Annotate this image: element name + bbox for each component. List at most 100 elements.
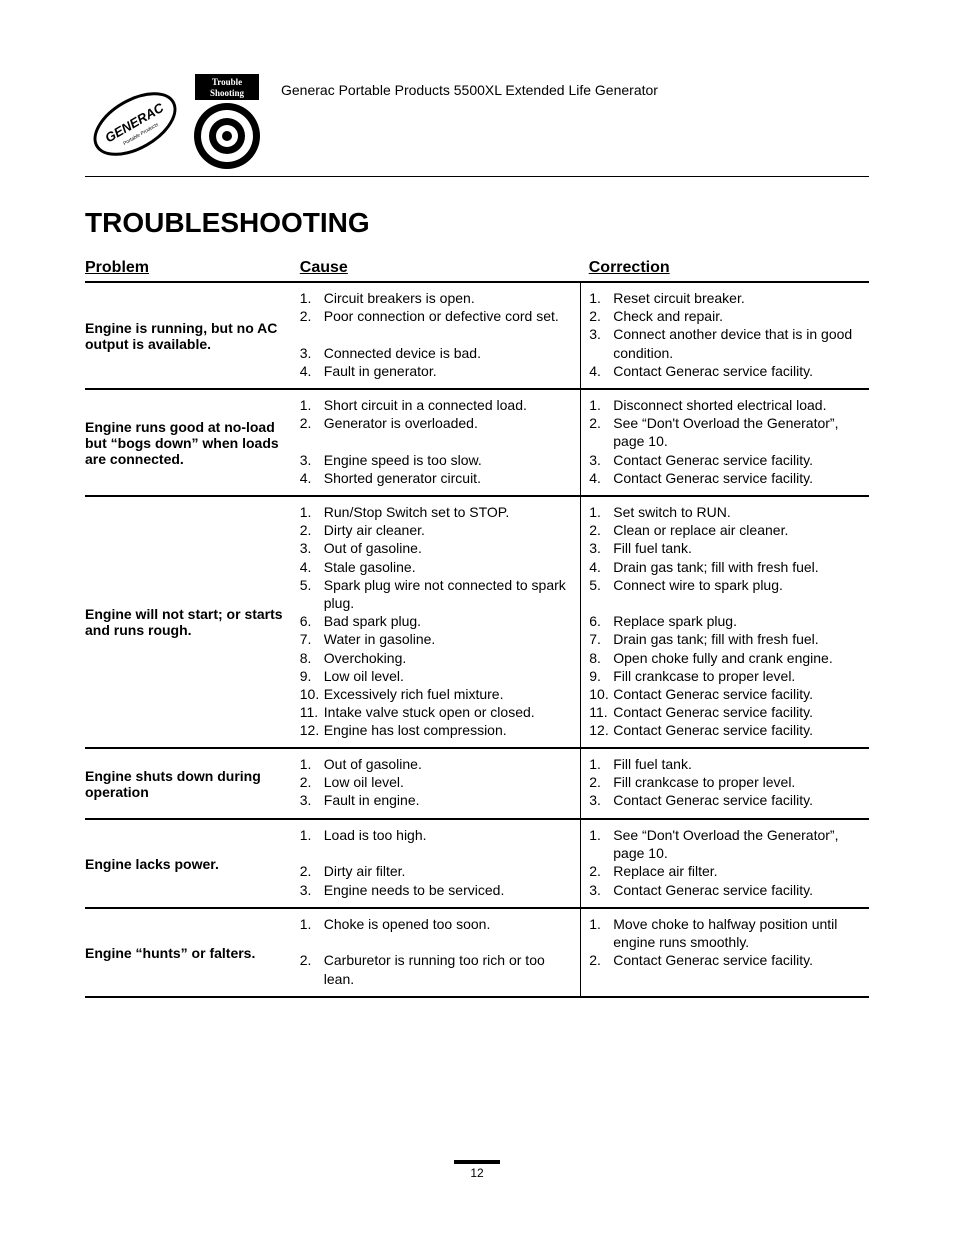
list-item: 6.Replace spark plug. bbox=[589, 612, 859, 630]
problem-cell: Engine shuts down during operation bbox=[85, 748, 300, 819]
list-item: 2.Fill crankcase to proper level. bbox=[589, 773, 859, 791]
logo-group: GENERAC Portable Products Trouble Shooti… bbox=[85, 74, 261, 174]
spacer bbox=[589, 594, 859, 612]
list-item: 9.Low oil level. bbox=[300, 667, 570, 685]
list-item: 3.Out of gasoline. bbox=[300, 539, 570, 557]
list-item: 1.Circuit breakers is open. bbox=[300, 289, 570, 307]
table-row: Engine is running, but no AC output is a… bbox=[85, 282, 869, 389]
list-item: 3.Contact Generac service facility. bbox=[589, 451, 859, 469]
list-item: 1.See “Don't Overload the Generator”, pa… bbox=[589, 826, 859, 862]
list-item: 10.Contact Generac service facility. bbox=[589, 685, 859, 703]
table-row: Engine “hunts” or falters.1.Choke is ope… bbox=[85, 908, 869, 997]
troubleshooting-table: Problem Cause Correction Engine is runni… bbox=[85, 257, 869, 998]
list-item: 4.Contact Generac service facility. bbox=[589, 469, 859, 487]
problem-cell: Engine lacks power. bbox=[85, 819, 300, 908]
list-item: 10.Excessively rich fuel mixture. bbox=[300, 685, 570, 703]
list-item: 6.Bad spark plug. bbox=[300, 612, 570, 630]
page-number-text: 12 bbox=[470, 1166, 483, 1180]
list-item: 3.Fault in engine. bbox=[300, 791, 570, 809]
table-row: Engine shuts down during operation1.Out … bbox=[85, 748, 869, 819]
list-item: 3.Contact Generac service facility. bbox=[589, 881, 859, 899]
page-number: 12 bbox=[0, 1160, 954, 1180]
list-item: 11.Contact Generac service facility. bbox=[589, 703, 859, 721]
list-item: 2.Carburetor is running too rich or too … bbox=[300, 951, 570, 987]
problem-text: Engine lacks power. bbox=[85, 826, 290, 901]
list-item: 2.Low oil level. bbox=[300, 773, 570, 791]
spacer bbox=[300, 325, 570, 343]
list-item: 3.Connected device is bad. bbox=[300, 344, 570, 362]
column-header-problem: Problem bbox=[85, 257, 300, 282]
list-item: 3.Engine speed is too slow. bbox=[300, 451, 570, 469]
column-header-correction: Correction bbox=[581, 257, 869, 282]
table-row: Engine runs good at no-load but “bogs do… bbox=[85, 389, 869, 496]
generac-logo: GENERAC Portable Products bbox=[85, 74, 185, 174]
list-item: 12.Contact Generac service facility. bbox=[589, 721, 859, 739]
list-item: 2.Generator is overloaded. bbox=[300, 414, 570, 432]
problem-text: Engine will not start; or starts and run… bbox=[85, 503, 290, 741]
correction-cell: 1.See “Don't Overload the Generator”, pa… bbox=[581, 819, 869, 908]
list-item: 2.Replace air filter. bbox=[589, 862, 859, 880]
list-item: 4.Drain gas tank; fill with fresh fuel. bbox=[589, 558, 859, 576]
list-item: 2.Contact Generac service facility. bbox=[589, 951, 859, 969]
section-title: TROUBLESHOOTING bbox=[85, 207, 869, 239]
table-row: Engine lacks power.1.Load is too high. 2… bbox=[85, 819, 869, 908]
cause-cell: 1.Choke is opened too soon. 2.Carburetor… bbox=[300, 908, 581, 997]
list-item: 1.Choke is opened too soon. bbox=[300, 915, 570, 933]
list-item: 4.Fault in generator. bbox=[300, 362, 570, 380]
cause-cell: 1.Circuit breakers is open.2.Poor connec… bbox=[300, 282, 581, 389]
problem-cell: Engine is running, but no AC output is a… bbox=[85, 282, 300, 389]
spacer bbox=[300, 432, 570, 450]
list-item: 1.Reset circuit breaker. bbox=[589, 289, 859, 307]
table-row: Engine will not start; or starts and run… bbox=[85, 496, 869, 748]
list-item: 12.Engine has lost compression. bbox=[300, 721, 570, 739]
spacer bbox=[300, 844, 570, 862]
list-item: 8.Overchoking. bbox=[300, 649, 570, 667]
correction-cell: 1.Set switch to RUN.2.Clean or replace a… bbox=[581, 496, 869, 748]
correction-cell: 1.Fill fuel tank.2.Fill crankcase to pro… bbox=[581, 748, 869, 819]
problem-text: Engine “hunts” or falters. bbox=[85, 915, 290, 990]
list-item: 3.Fill fuel tank. bbox=[589, 539, 859, 557]
list-item: 1.Disconnect shorted electrical load. bbox=[589, 396, 859, 414]
list-item: 7.Water in gasoline. bbox=[300, 630, 570, 648]
list-item: 3.Connect another device that is in good… bbox=[589, 325, 859, 361]
page: GENERAC Portable Products Trouble Shooti… bbox=[0, 0, 954, 1235]
list-item: 1.Run/Stop Switch set to STOP. bbox=[300, 503, 570, 521]
list-item: 3.Engine needs to be serviced. bbox=[300, 881, 570, 899]
list-item: 1.Load is too high. bbox=[300, 826, 570, 844]
list-item: 8.Open choke fully and crank engine. bbox=[589, 649, 859, 667]
list-item: 9.Fill crankcase to proper level. bbox=[589, 667, 859, 685]
list-item: 5.Spark plug wire not connected to spark… bbox=[300, 576, 570, 612]
cause-cell: 1.Load is too high. 2.Dirty air filter.3… bbox=[300, 819, 581, 908]
troubleshooting-badge: Trouble Shooting bbox=[193, 74, 261, 174]
list-item: 5.Connect wire to spark plug. bbox=[589, 576, 859, 594]
problem-cell: Engine runs good at no-load but “bogs do… bbox=[85, 389, 300, 496]
list-item: 2.Clean or replace air cleaner. bbox=[589, 521, 859, 539]
list-item: 7.Drain gas tank; fill with fresh fuel. bbox=[589, 630, 859, 648]
list-item: 4.Stale gasoline. bbox=[300, 558, 570, 576]
svg-text:Trouble: Trouble bbox=[212, 77, 242, 87]
list-item: 1.Move choke to halfway position until e… bbox=[589, 915, 859, 951]
problem-cell: Engine “hunts” or falters. bbox=[85, 908, 300, 997]
svg-text:Shooting: Shooting bbox=[210, 88, 245, 98]
list-item: 1.Fill fuel tank. bbox=[589, 755, 859, 773]
list-item: 2.Dirty air filter. bbox=[300, 862, 570, 880]
list-item: 3.Contact Generac service facility. bbox=[589, 791, 859, 809]
problem-text: Engine shuts down during operation bbox=[85, 755, 290, 812]
problem-text: Engine is running, but no AC output is a… bbox=[85, 289, 290, 382]
list-item: 2.Check and repair. bbox=[589, 307, 859, 325]
cause-cell: 1.Out of gasoline.2.Low oil level.3.Faul… bbox=[300, 748, 581, 819]
cause-cell: 1.Short circuit in a connected load.2.Ge… bbox=[300, 389, 581, 496]
list-item: 2.Dirty air cleaner. bbox=[300, 521, 570, 539]
list-item: 11.Intake valve stuck open or closed. bbox=[300, 703, 570, 721]
header: GENERAC Portable Products Trouble Shooti… bbox=[85, 80, 869, 177]
problem-cell: Engine will not start; or starts and run… bbox=[85, 496, 300, 748]
correction-cell: 1.Move choke to halfway position until e… bbox=[581, 908, 869, 997]
list-item: 2.Poor connection or defective cord set. bbox=[300, 307, 570, 325]
list-item: 4.Contact Generac service facility. bbox=[589, 362, 859, 380]
document-title: Generac Portable Products 5500XL Extende… bbox=[281, 80, 869, 98]
correction-cell: 1.Reset circuit breaker.2.Check and repa… bbox=[581, 282, 869, 389]
list-item: 1.Out of gasoline. bbox=[300, 755, 570, 773]
spacer bbox=[300, 933, 570, 951]
cause-cell: 1.Run/Stop Switch set to STOP.2.Dirty ai… bbox=[300, 496, 581, 748]
list-item: 1.Short circuit in a connected load. bbox=[300, 396, 570, 414]
